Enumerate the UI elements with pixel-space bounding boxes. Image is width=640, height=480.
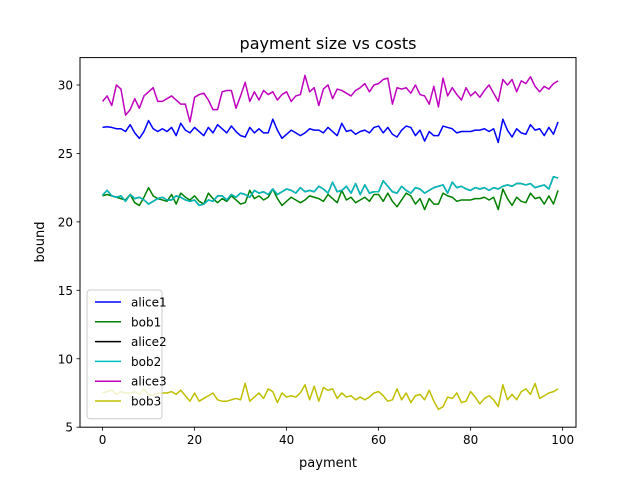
y-tick-label: 30 <box>58 78 73 92</box>
plot-area-frame <box>79 57 577 428</box>
y-axis-label: bound <box>33 222 48 263</box>
legend-label-alice3: alice3 <box>131 375 167 389</box>
legend-label-bob3: bob3 <box>131 395 161 409</box>
x-tick-label: 100 <box>551 433 574 447</box>
legend-label-bob1: bob1 <box>131 315 161 329</box>
y-tick-label: 5 <box>65 421 73 435</box>
y-tick-label: 15 <box>58 284 73 298</box>
x-axis-ticks: 0 20 40 60 80 100 <box>99 427 574 447</box>
y-tick-label: 20 <box>58 215 73 229</box>
x-tick-label: 80 <box>463 433 478 447</box>
x-tick-label: 60 <box>371 433 386 447</box>
series-line-alice1 <box>102 118 559 144</box>
x-axis-label: payment <box>299 456 357 471</box>
x-tick-label: 40 <box>279 433 294 447</box>
legend-label-bob2: bob2 <box>131 355 161 369</box>
legend-label-alice1: alice1 <box>131 296 167 310</box>
y-tick-label: 25 <box>58 147 73 161</box>
legend: alice1 bob1 alice2 bob2 alice3 bob3 <box>86 289 167 420</box>
series-line-bob3 <box>102 382 559 411</box>
series-layer <box>101 74 559 411</box>
x-tick-label: 0 <box>99 433 107 447</box>
series-line-bob1 <box>102 186 559 211</box>
y-axis-ticks: 5 10 15 20 25 30 <box>58 78 80 435</box>
y-tick-label: 10 <box>58 352 73 366</box>
chart-title: payment size vs costs <box>240 34 417 53</box>
legend-label-alice2: alice2 <box>131 335 167 349</box>
series-line-alice3 <box>101 74 559 123</box>
series-line-bob2 <box>102 175 559 207</box>
x-tick-label: 20 <box>187 433 202 447</box>
